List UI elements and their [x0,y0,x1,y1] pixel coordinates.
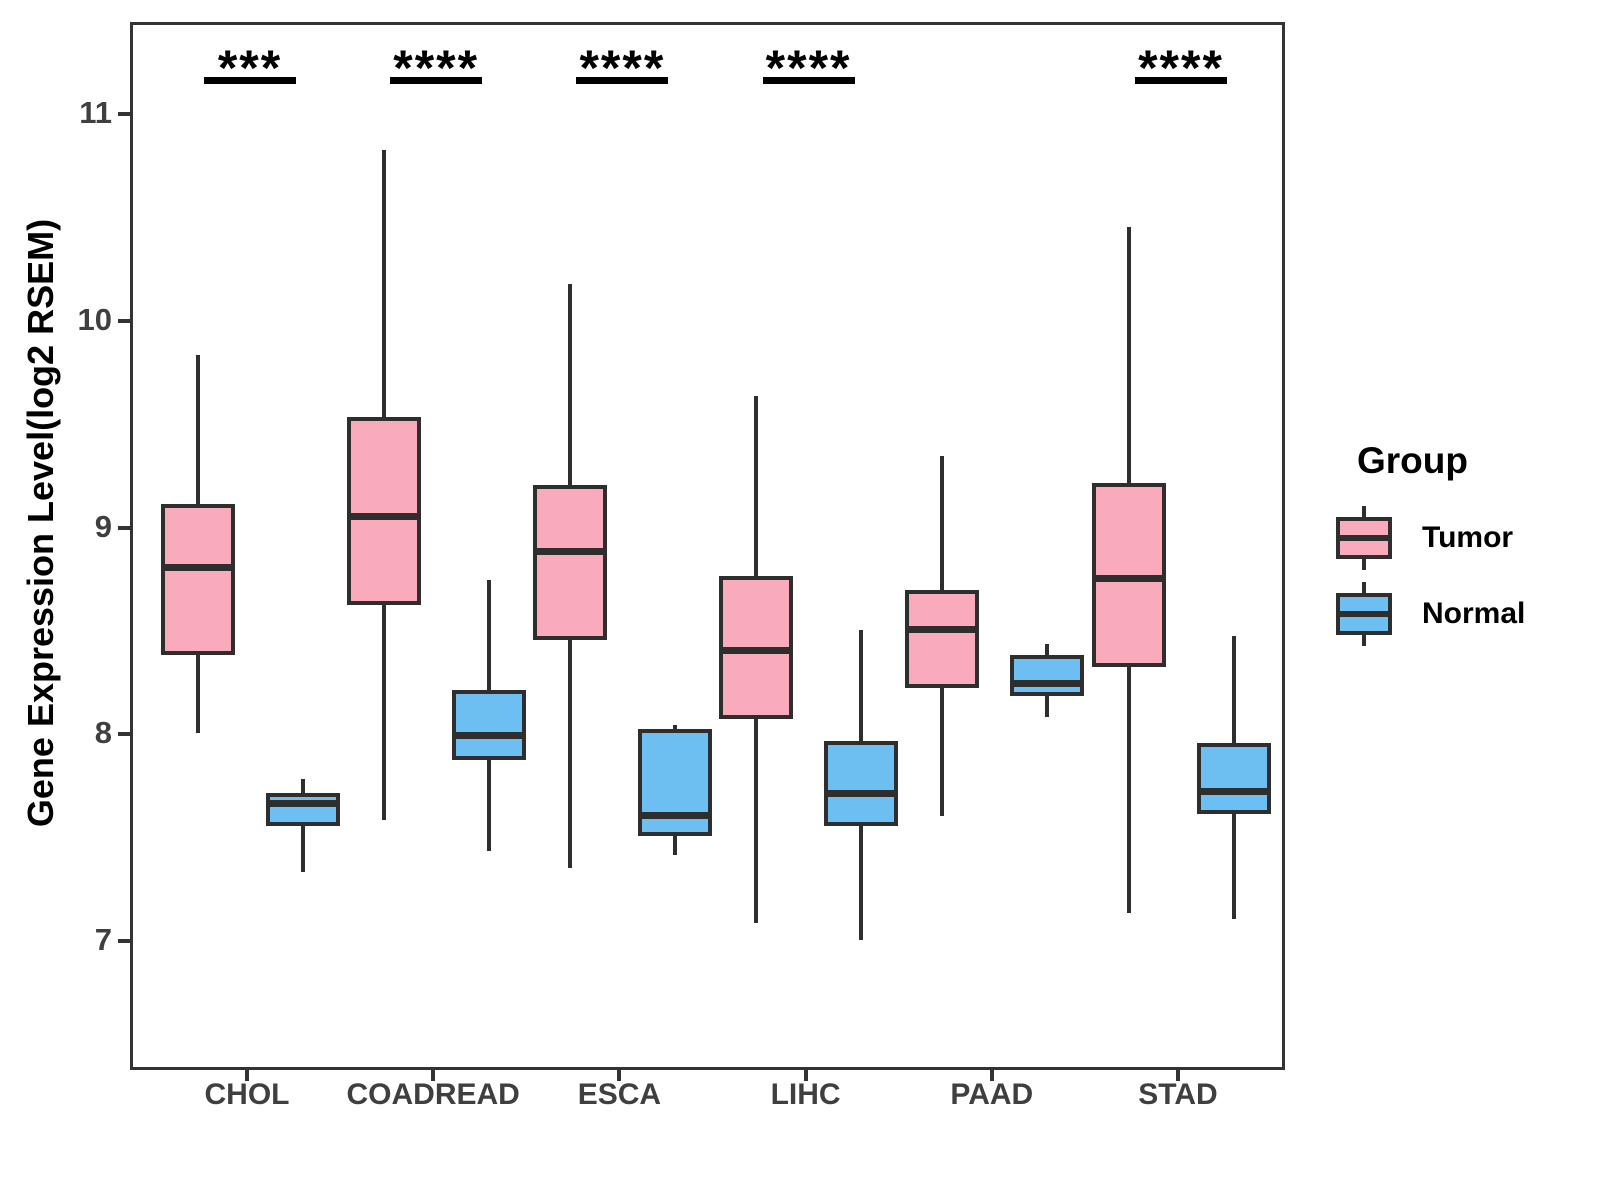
significance-stars-CHOL: *** [217,40,283,96]
significance-bar-LIHC [762,77,855,84]
y-tick-label-11: 11 [79,95,112,130]
significance-bar-STAD [1135,77,1227,84]
x-label-ESCA: ESCA [577,1078,662,1111]
significance-bar-ESCA [576,77,669,84]
x-label-STAD: STAD [1138,1078,1218,1111]
y-tick-label-7: 7 [94,922,112,957]
legend-label-tumor: Tumor [1422,521,1514,554]
x-label-CHOL: CHOL [204,1078,290,1111]
x-label-COADREAD: COADREAD [346,1078,520,1111]
median-COADREAD-normal [451,731,526,739]
legend-label-normal: Normal [1422,597,1526,630]
x-label-LIHC: LIHC [770,1078,841,1111]
box-LIHC-normal [824,741,899,827]
median-CHOL-normal [265,799,340,807]
median-CHOL-tumor [160,564,235,572]
legend: Group Tumor Normal [1330,440,1525,658]
normal-boxplot-icon [1336,582,1392,646]
box-CHOL-tumor [160,503,235,655]
plot-panel: *** **** **** **** **** [130,22,1285,1070]
y-tick-8 [118,732,131,737]
tumor-boxplot-icon [1336,506,1392,570]
median-COADREAD-tumor [346,512,421,520]
box-STAD-normal [1196,743,1271,814]
legend-item-normal: Normal [1336,582,1525,646]
y-tick-label-8: 8 [94,715,112,751]
median-PAAD-normal [1010,679,1085,687]
x-label-PAAD: PAAD [950,1078,1034,1111]
box-PAAD-tumor [905,590,980,688]
box-COADREAD-tumor [346,416,421,605]
box-COADREAD-normal [451,689,526,760]
box-PAAD-normal [1010,654,1085,696]
median-STAD-normal [1196,787,1271,795]
x-tick-PAAD [989,1070,994,1081]
y-tick-label-9: 9 [94,508,112,544]
x-tick-CHOL [245,1070,249,1081]
y-tick-11 [118,112,131,116]
y-tick-10 [118,318,131,323]
significance-bar-CHOL [204,77,296,84]
significance-bar-COADREAD [390,77,483,84]
box-ESCA-normal [637,728,712,837]
x-tick-COADREAD [431,1070,436,1081]
median-LIHC-normal [824,789,899,797]
box-ESCA-tumor [532,485,607,641]
legend-item-tumor: Tumor [1336,506,1525,570]
median-STAD-tumor [1091,574,1166,582]
median-ESCA-normal [637,812,712,820]
significance-stars-COADREAD: **** [393,40,480,96]
y-tick-label-10: 10 [77,301,112,337]
y-tick-7 [118,939,131,943]
x-tick-LIHC [803,1070,808,1081]
x-tick-ESCA [617,1070,622,1081]
significance-stars-STAD: **** [1138,40,1224,96]
significance-stars-ESCA: **** [579,40,666,96]
y-tick-9 [118,525,131,530]
x-tick-STAD [1176,1070,1180,1081]
median-PAAD-tumor [905,626,980,634]
median-ESCA-tumor [532,547,607,555]
median-LIHC-tumor [719,646,794,654]
legend-title: Group [1357,440,1468,481]
box-CHOL-normal [265,793,340,827]
significance-stars-LIHC: **** [765,40,852,96]
